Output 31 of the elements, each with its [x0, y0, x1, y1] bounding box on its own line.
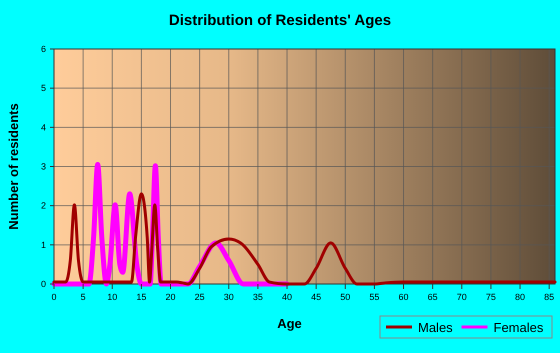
x-tick-label: 60 [398, 292, 409, 302]
x-tick-label: 20 [166, 292, 176, 302]
y-tick-label: 6 [40, 44, 46, 54]
x-tick-label: 5 [80, 292, 86, 302]
y-tick-label: 5 [40, 83, 46, 94]
x-tick-label: 70 [456, 292, 467, 302]
legend-label: Males [418, 320, 454, 335]
y-tick-label: 4 [40, 122, 46, 132]
x-tick-label: 30 [224, 292, 234, 302]
y-tick-label: 1 [40, 240, 46, 250]
y-tick-label: 0 [40, 279, 46, 289]
x-tick-label: 40 [282, 292, 292, 302]
y-tick-label: 3 [40, 162, 46, 172]
x-tick-label: 10 [107, 292, 118, 302]
y-axis-title: Number of residents [6, 103, 21, 230]
chart-title: Distribution of Residents' Ages [168, 12, 392, 29]
x-tick-label: 80 [515, 292, 526, 302]
x-tick-label: 25 [194, 292, 205, 302]
line-series [52, 192, 556, 286]
x-axis-title: Age [277, 316, 302, 331]
x-tick-label: 0 [51, 292, 57, 302]
x-tick-label: 45 [311, 292, 322, 302]
y-tick-label: 2 [40, 200, 46, 211]
legend-label: Females [494, 320, 544, 335]
x-tick-label: 65 [428, 292, 438, 302]
x-tick-label: 35 [252, 292, 263, 302]
x-tick-label: 55 [369, 292, 380, 302]
x-tick-label: 15 [136, 292, 146, 302]
x-tick-label: 85 [544, 292, 554, 302]
x-tick-label: 50 [340, 292, 350, 302]
x-tick-label: 75 [486, 292, 496, 302]
